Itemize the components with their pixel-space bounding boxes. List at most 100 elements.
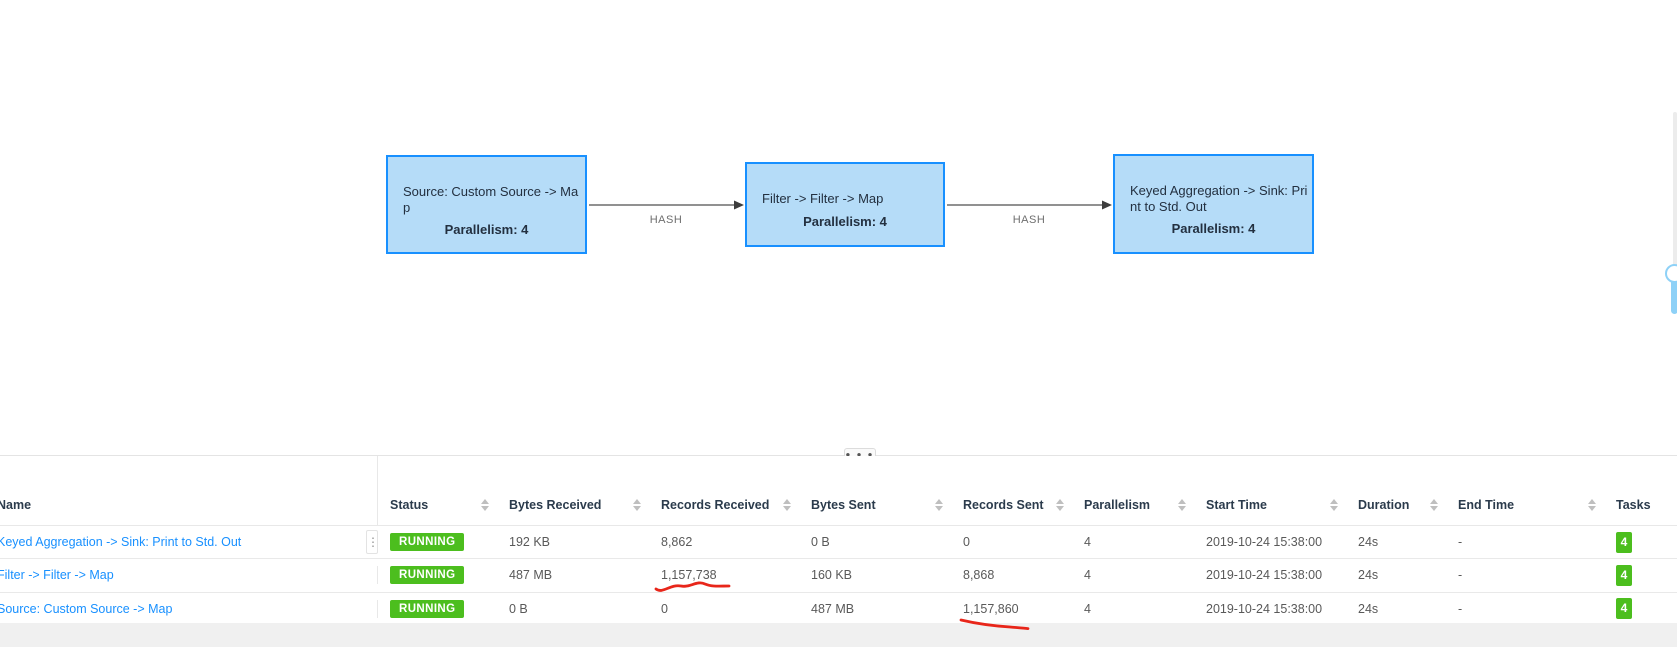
cell-records_received: 8,862 xyxy=(661,535,693,550)
caret-down-icon xyxy=(1588,506,1596,511)
zoom-slider-handle[interactable] xyxy=(1665,264,1677,283)
caret-up-icon xyxy=(1178,499,1186,504)
cell-name: Source: Custom Source -> Map xyxy=(0,602,377,616)
column-header-name: Name xyxy=(0,456,377,525)
column-header-parallelism[interactable]: Parallelism xyxy=(1072,456,1194,525)
column-header-records_received[interactable]: Records Received xyxy=(649,456,799,525)
column-header-bytes_sent[interactable]: Bytes Sent xyxy=(799,456,951,525)
graph-node-source[interactable]: Source: Custom Source -> Map Parallelism… xyxy=(386,155,587,254)
graph-node-filter[interactable]: Filter -> Filter -> Map Parallelism: 4 xyxy=(745,162,945,247)
cell-status: RUNNING xyxy=(377,599,497,618)
caret-down-icon xyxy=(1178,506,1186,511)
sort-button-duration[interactable] xyxy=(1430,499,1438,511)
sort-button-records_received[interactable] xyxy=(783,499,791,511)
column-label-duration: Duration xyxy=(1358,498,1410,512)
column-label-start_time: Start Time xyxy=(1206,498,1267,512)
zoom-slider-track xyxy=(1671,276,1677,314)
column-label-bytes_sent: Bytes Sent xyxy=(811,498,876,512)
cell-name: Keyed Aggregation -> Sink: Print to Std.… xyxy=(0,535,377,549)
tasks-count-badge: 4 xyxy=(1616,598,1632,620)
edge-arrowhead xyxy=(1102,200,1112,210)
caret-up-icon xyxy=(1430,499,1438,504)
caret-down-icon xyxy=(1056,506,1064,511)
cell-end_time: - xyxy=(1458,601,1463,616)
column-header-bytes_received[interactable]: Bytes Received xyxy=(497,456,649,525)
vertex-name-link[interactable]: Source: Custom Source -> Map xyxy=(0,601,173,616)
node-name-label: Source: Custom Source -> Map xyxy=(403,184,579,215)
caret-down-icon xyxy=(935,506,943,511)
cell-records_received: 0 xyxy=(661,601,668,616)
column-header-end_time[interactable]: End Time xyxy=(1446,456,1604,525)
cell-name: Filter -> Filter -> Map xyxy=(0,568,377,582)
cell-tasks: 4 xyxy=(1604,598,1677,620)
cell-duration: 24s xyxy=(1358,535,1379,550)
cell-tasks: 4 xyxy=(1604,564,1677,586)
cell-status: RUNNING xyxy=(377,533,497,552)
column-header-records_sent[interactable]: Records Sent xyxy=(951,456,1072,525)
job-graph-panel: Source: Custom Source -> Map Parallelism… xyxy=(386,112,1677,316)
column-label-end_time: End Time xyxy=(1458,498,1515,512)
cell-parallelism: 4 xyxy=(1084,568,1091,583)
edge-arrowhead xyxy=(734,200,744,210)
zoom-slider-rail xyxy=(1672,112,1677,312)
sort-button-status[interactable] xyxy=(481,499,489,511)
graph-node-sink[interactable]: Keyed Aggregation -> Sink: Print to Std.… xyxy=(1113,154,1314,254)
cell-end_time: - xyxy=(1458,568,1463,583)
caret-up-icon xyxy=(783,499,791,504)
column-label-records_sent: Records Sent xyxy=(963,498,1044,512)
cell-bytes_sent: 0 B xyxy=(811,535,830,550)
caret-down-icon xyxy=(481,506,489,511)
sort-button-bytes_received[interactable] xyxy=(633,499,641,511)
caret-down-icon xyxy=(1430,506,1438,511)
column-header-duration[interactable]: Duration xyxy=(1346,456,1446,525)
status-badge: RUNNING xyxy=(390,533,465,552)
tasks-count-badge: 4 xyxy=(1616,531,1632,553)
sort-button-end_time[interactable] xyxy=(1588,499,1596,511)
caret-down-icon xyxy=(783,506,791,511)
column-header-start_time[interactable]: Start Time xyxy=(1194,456,1346,525)
column-resize-handle[interactable]: ⋮ xyxy=(366,530,379,554)
caret-down-icon xyxy=(1330,506,1338,511)
splitter-dots-icon: ● ● ● xyxy=(845,450,875,459)
caret-up-icon xyxy=(633,499,641,504)
node-parallelism-label: Parallelism: 4 xyxy=(803,213,887,229)
node-parallelism-label: Parallelism: 4 xyxy=(444,222,529,237)
vertex-row[interactable]: Keyed Aggregation -> Sink: Print to Std.… xyxy=(0,526,1677,560)
cell-bytes_sent: 160 KB xyxy=(811,568,853,583)
tasks-count-badge: 4 xyxy=(1616,564,1632,586)
sort-button-records_sent[interactable] xyxy=(1056,499,1064,511)
caret-up-icon xyxy=(1588,499,1596,504)
sort-button-start_time[interactable] xyxy=(1330,499,1338,511)
vertex-row[interactable]: Filter -> Filter -> Map RUNNING 487 MB 1,15… xyxy=(0,559,1677,593)
cell-records_sent: 8,868 xyxy=(963,568,995,583)
vertex-name-link[interactable]: Keyed Aggregation -> Sink: Print to Std.… xyxy=(0,535,242,550)
vertex-name-link[interactable]: Filter -> Filter -> Map xyxy=(0,568,114,583)
column-header-tasks: Tasks xyxy=(1604,456,1677,525)
cell-records_sent: 1,157,860 xyxy=(963,601,1019,616)
cell-status: RUNNING xyxy=(377,566,497,585)
cell-end_time: - xyxy=(1458,535,1463,550)
cell-start_time: 2019-10-24 15:38:00 xyxy=(1206,601,1323,616)
caret-up-icon xyxy=(481,499,489,504)
graph-zoom-slider[interactable] xyxy=(1664,112,1677,316)
cell-bytes_sent: 487 MB xyxy=(811,601,855,616)
cell-duration: 24s xyxy=(1358,601,1379,616)
cell-bytes_received: 192 KB xyxy=(509,535,551,550)
cell-records_received: 1,157,738 xyxy=(661,568,717,583)
sort-button-parallelism[interactable] xyxy=(1178,499,1186,511)
cell-bytes_received: 0 B xyxy=(509,601,528,616)
column-label-records_received: Records Received xyxy=(661,498,770,512)
cell-start_time: 2019-10-24 15:38:00 xyxy=(1206,535,1323,550)
job-graph-edges xyxy=(589,200,1112,210)
vertex-row[interactable]: Source: Custom Source -> Map RUNNING 0 B 0 4… xyxy=(0,592,1677,626)
edge-hash-label: HASH xyxy=(1012,214,1046,226)
node-name-label: Filter -> Filter -> Map xyxy=(762,191,884,206)
sort-button-bytes_sent[interactable] xyxy=(935,499,943,511)
node-name-label: Keyed Aggregation -> Sink: Print to Std.… xyxy=(1130,183,1308,214)
table-footer-strip xyxy=(0,623,1677,647)
cell-tasks: 4 xyxy=(1604,531,1677,553)
drag-dots-icon: ⋮ xyxy=(367,535,379,549)
column-header-status[interactable]: Status xyxy=(377,456,497,525)
cell-records_sent: 0 xyxy=(963,535,970,550)
